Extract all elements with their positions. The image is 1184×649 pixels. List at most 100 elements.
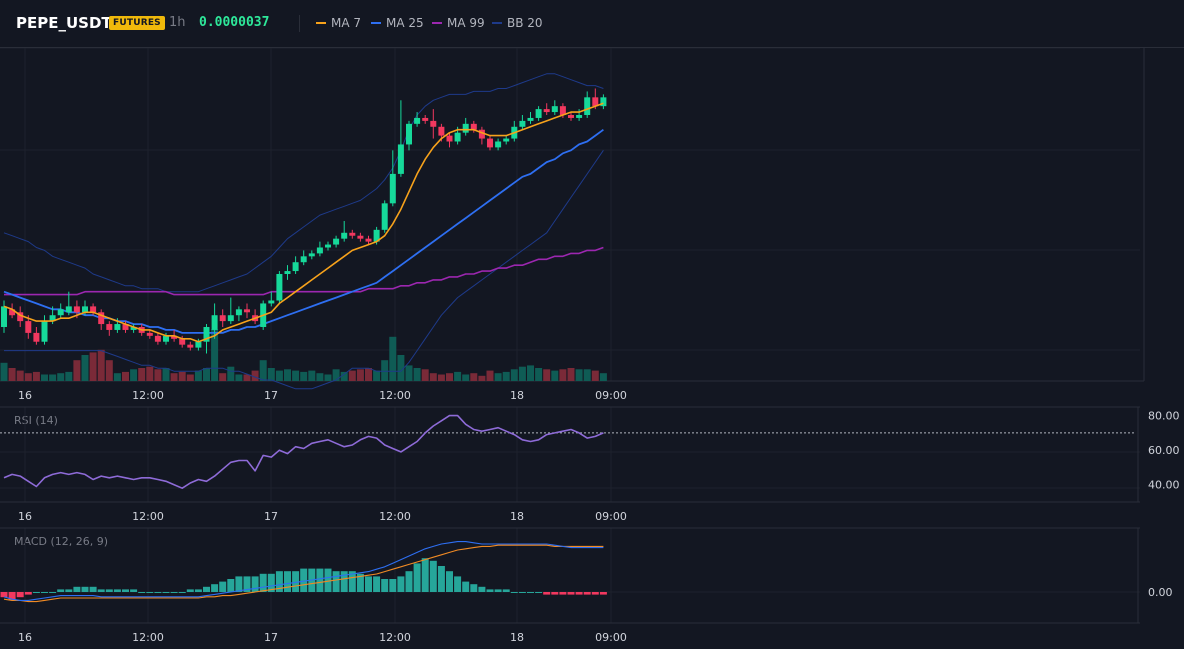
ma7-line bbox=[3, 102, 604, 343]
volume-bar bbox=[462, 374, 470, 381]
candle-body bbox=[559, 106, 566, 115]
volume-bar bbox=[316, 373, 324, 381]
macd-histogram-bar bbox=[292, 571, 300, 592]
volume-bar bbox=[251, 370, 259, 381]
volume-bar bbox=[308, 370, 316, 381]
volume-bar bbox=[211, 329, 219, 381]
legend-ma25[interactable]: MA 25 bbox=[371, 16, 424, 30]
macd-histogram-bar bbox=[348, 571, 356, 592]
legend-bb20-label: BB 20 bbox=[507, 16, 543, 30]
time-axis-label: 16 bbox=[18, 631, 32, 644]
volume-bar bbox=[437, 374, 445, 381]
macd-histogram-bar bbox=[437, 566, 445, 592]
macd-histogram-bar bbox=[0, 592, 8, 598]
chart-header: PEPE_USDT FUTURES 1h 0.0000037 MA 7 MA 2… bbox=[0, 0, 1184, 48]
macd-histogram-bar bbox=[486, 589, 494, 592]
volume-bar bbox=[599, 373, 607, 381]
volume-bar bbox=[502, 371, 510, 381]
volume-bar bbox=[567, 368, 575, 381]
macd-histogram-bar bbox=[583, 592, 591, 595]
legend-ma7[interactable]: MA 7 bbox=[316, 16, 361, 30]
candle-body bbox=[503, 138, 510, 142]
futures-badge: FUTURES bbox=[109, 16, 165, 30]
candle-body bbox=[381, 203, 388, 230]
volume-bar bbox=[381, 360, 389, 381]
header-divider bbox=[299, 15, 300, 32]
volume-bar bbox=[162, 368, 170, 381]
macd-line bbox=[3, 541, 604, 601]
volume-bar bbox=[154, 369, 162, 381]
volume-bar bbox=[486, 370, 494, 381]
candle-body bbox=[49, 315, 56, 322]
macd-histogram-bar bbox=[599, 592, 607, 595]
macd-histogram-bar bbox=[389, 579, 397, 592]
macd-histogram-bar bbox=[421, 558, 429, 592]
candle-body bbox=[227, 315, 234, 322]
macd-histogram-bar bbox=[186, 589, 194, 592]
macd-signal-line bbox=[3, 544, 604, 603]
macd-histogram-bar bbox=[429, 560, 437, 592]
time-axis-label: 16 bbox=[18, 389, 32, 402]
ma99-line bbox=[4, 246, 604, 296]
candle-body bbox=[25, 321, 32, 333]
ma25-swatch bbox=[371, 21, 381, 24]
volume-bar bbox=[65, 371, 73, 381]
legend-ma25-label: MA 25 bbox=[386, 16, 424, 30]
volume-bar bbox=[340, 371, 348, 381]
macd-histogram-bar bbox=[130, 589, 138, 592]
volume-bar bbox=[81, 355, 89, 381]
candle-body bbox=[341, 232, 348, 239]
candle-body bbox=[308, 253, 315, 257]
volume-bar bbox=[235, 374, 243, 381]
volume-bar bbox=[275, 370, 283, 381]
volume-bar bbox=[73, 360, 81, 381]
volume-bar bbox=[186, 374, 194, 381]
macd-histogram-bar bbox=[162, 592, 170, 593]
candle-body bbox=[487, 138, 493, 148]
volume-bar bbox=[146, 366, 154, 381]
macd-histogram-bar bbox=[211, 584, 219, 592]
volume-bar bbox=[551, 370, 559, 381]
macd-histogram-bar bbox=[8, 592, 16, 600]
legend-bb20[interactable]: BB 20 bbox=[492, 16, 543, 30]
macd-histogram-bar bbox=[105, 589, 113, 592]
volume-bar bbox=[105, 360, 113, 381]
candle-body bbox=[357, 235, 364, 239]
timeframe-selector[interactable]: 1h bbox=[169, 15, 186, 30]
candle-body bbox=[90, 306, 97, 313]
volume-bar bbox=[583, 369, 591, 381]
candle-body bbox=[430, 120, 437, 127]
volume-bar bbox=[8, 368, 16, 381]
candle-body bbox=[446, 135, 453, 142]
macd-histogram-bar bbox=[81, 586, 89, 592]
macd-histogram-bar bbox=[340, 571, 348, 592]
candle-body bbox=[187, 344, 194, 348]
time-axis-label: 18 bbox=[510, 510, 524, 523]
price-chart[interactable]: 16 12:00 17 12:00 18 09:00 16 12:00 17 12:00 18 09:… bbox=[0, 48, 1184, 649]
candle-body bbox=[397, 144, 404, 174]
macd-histogram-bar bbox=[32, 592, 40, 593]
candle-body bbox=[130, 327, 137, 330]
candle-body bbox=[300, 256, 307, 263]
time-axis-label: 18 bbox=[510, 389, 524, 402]
volume-bar bbox=[227, 366, 235, 381]
symbol-name[interactable]: PEPE_USDT bbox=[16, 14, 112, 32]
candle-body bbox=[592, 97, 599, 107]
volume-bar bbox=[575, 369, 583, 381]
volume-bar bbox=[89, 352, 97, 381]
volume-bar bbox=[446, 373, 453, 381]
time-axis-label: 17 bbox=[264, 631, 278, 644]
candle-body bbox=[519, 120, 526, 127]
macd-histogram-bar bbox=[543, 592, 551, 595]
macd-histogram-bar bbox=[527, 592, 534, 593]
last-price: 0.0000037 bbox=[199, 15, 270, 30]
time-axis-label: 12:00 bbox=[132, 510, 164, 523]
candle-body bbox=[33, 332, 40, 342]
legend-ma99[interactable]: MA 99 bbox=[432, 16, 485, 30]
time-axis-label: 09:00 bbox=[595, 631, 627, 644]
volume-bar bbox=[0, 362, 8, 381]
rsi-line bbox=[3, 414, 604, 490]
candle-body bbox=[462, 123, 469, 133]
candle-body bbox=[284, 271, 291, 274]
time-axis-label: 18 bbox=[510, 631, 524, 644]
